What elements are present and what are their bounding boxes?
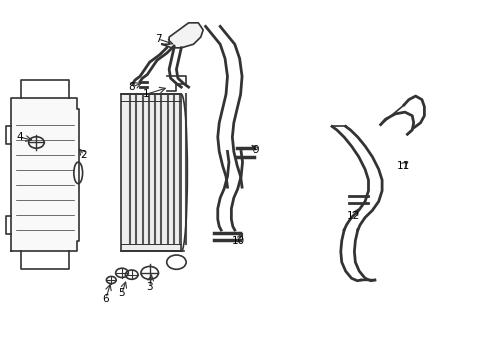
- Text: 3: 3: [146, 282, 153, 292]
- Text: 11: 11: [396, 161, 409, 171]
- Text: 12: 12: [346, 211, 360, 221]
- Text: 8: 8: [128, 82, 135, 92]
- Text: 4: 4: [16, 132, 22, 142]
- Text: 10: 10: [232, 236, 244, 246]
- Text: 6: 6: [102, 294, 109, 303]
- Text: 1: 1: [142, 89, 149, 99]
- Text: 7: 7: [154, 34, 161, 44]
- Polygon shape: [11, 98, 79, 251]
- Text: 2: 2: [81, 150, 87, 160]
- Polygon shape: [162, 23, 203, 48]
- Bar: [120, 94, 181, 251]
- Text: 5: 5: [119, 288, 125, 298]
- Text: 9: 9: [252, 145, 259, 155]
